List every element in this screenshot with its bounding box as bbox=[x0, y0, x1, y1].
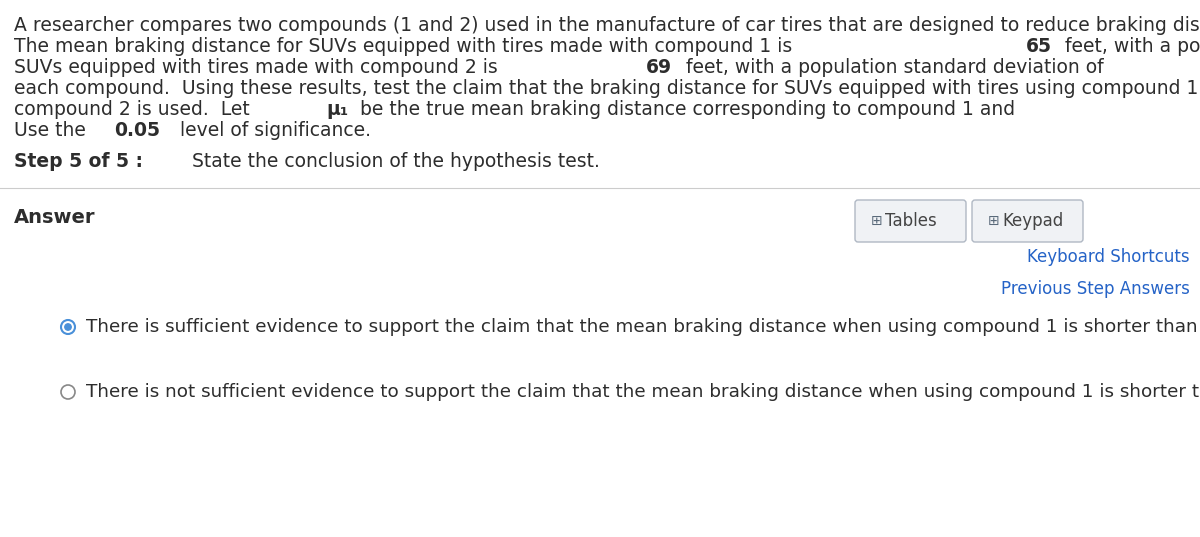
Text: 65: 65 bbox=[1026, 37, 1052, 56]
Circle shape bbox=[65, 324, 71, 330]
Text: Answer: Answer bbox=[14, 208, 96, 227]
Text: Keypad: Keypad bbox=[1002, 212, 1063, 230]
Text: State the conclusion of the hypothesis test.: State the conclusion of the hypothesis t… bbox=[180, 152, 600, 171]
Text: be the true mean braking distance corresponding to compound 1 and: be the true mean braking distance corres… bbox=[354, 100, 1021, 119]
Text: each compound.  Using these results, test the claim that the braking distance fo: each compound. Using these results, test… bbox=[14, 79, 1200, 98]
Text: Step 5 of 5 :: Step 5 of 5 : bbox=[14, 152, 143, 171]
Text: Tables: Tables bbox=[886, 212, 937, 230]
Text: A researcher compares two compounds (1 and 2) used in the manufacture of car tir: A researcher compares two compounds (1 a… bbox=[14, 16, 1200, 35]
Text: μ₁: μ₁ bbox=[326, 100, 348, 119]
Text: SUVs equipped with tires made with compound 2 is: SUVs equipped with tires made with compo… bbox=[14, 58, 504, 77]
Circle shape bbox=[61, 385, 74, 399]
Text: 0.05: 0.05 bbox=[114, 121, 161, 140]
Text: compound 2 is used.  Let: compound 2 is used. Let bbox=[14, 100, 256, 119]
Text: Keyboard Shortcuts: Keyboard Shortcuts bbox=[1027, 248, 1190, 266]
Text: The mean braking distance for SUVs equipped with tires made with compound 1 is: The mean braking distance for SUVs equip… bbox=[14, 37, 798, 56]
Text: 69: 69 bbox=[646, 58, 672, 77]
FancyBboxPatch shape bbox=[972, 200, 1084, 242]
Text: feet, with a population standard deviation of: feet, with a population standard deviati… bbox=[679, 58, 1109, 77]
Circle shape bbox=[61, 320, 74, 334]
Text: ⊞: ⊞ bbox=[988, 214, 1000, 228]
Text: Previous Step Answers: Previous Step Answers bbox=[1001, 280, 1190, 298]
Text: ⊞: ⊞ bbox=[871, 214, 883, 228]
Text: feet, with a population standard deviation of: feet, with a population standard deviati… bbox=[1060, 37, 1200, 56]
FancyBboxPatch shape bbox=[854, 200, 966, 242]
Text: level of significance.: level of significance. bbox=[174, 121, 371, 140]
Text: Use the: Use the bbox=[14, 121, 92, 140]
Text: There is sufficient evidence to support the claim that the mean braking distance: There is sufficient evidence to support … bbox=[86, 318, 1200, 336]
Text: There is not sufficient evidence to support the claim that the mean braking dist: There is not sufficient evidence to supp… bbox=[86, 383, 1200, 401]
